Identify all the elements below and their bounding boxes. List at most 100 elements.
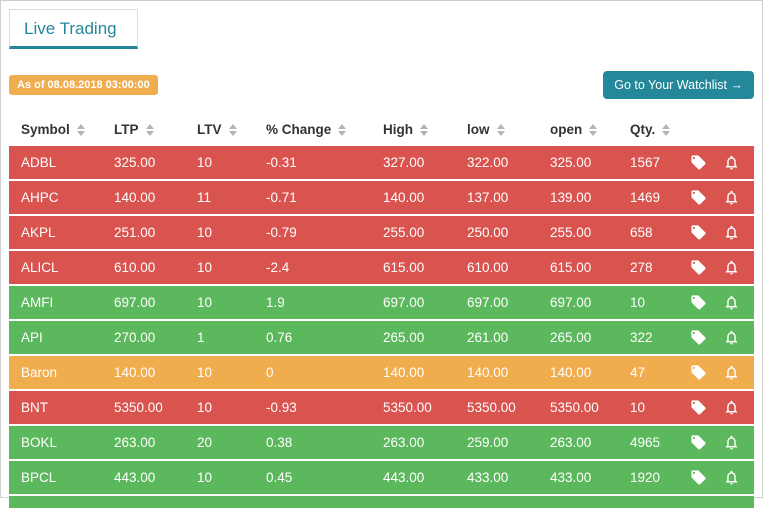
cell-qty: 1920: [630, 470, 661, 485]
bell-icon[interactable]: [723, 154, 740, 171]
bell-icon[interactable]: [723, 364, 740, 381]
cell-change: 0.45: [266, 470, 293, 485]
col-header-low[interactable]: low: [455, 113, 538, 146]
col-header-actions: [689, 121, 754, 139]
table-row: ALICL 610.00 10 -2.4 615.00 610.00 615.0…: [9, 251, 754, 284]
cell-open: 263.00: [550, 435, 592, 450]
table-row: Baron 140.00 10 0 140.00 140.00 140.00 4…: [9, 356, 754, 389]
col-header-label: open: [550, 122, 583, 137]
cell-change: 1.9: [266, 295, 285, 310]
sort-arrows-icon[interactable]: [420, 123, 428, 136]
cell-symbol[interactable]: API: [21, 330, 43, 345]
cell-ltp: 251.00: [114, 225, 156, 240]
cell-open: 615.00: [550, 260, 592, 275]
tag-icon[interactable]: [690, 189, 707, 206]
row-actions: [689, 294, 754, 311]
cell-ltv: 10: [197, 260, 213, 275]
cell-qty: 10: [630, 400, 646, 415]
cell-ltv: 10: [197, 155, 213, 170]
cell-high: 140.00: [383, 190, 425, 205]
table-header-row: Symbol LTP LTV % Change High low: [9, 113, 754, 146]
bell-icon[interactable]: [723, 224, 740, 241]
cell-symbol[interactable]: AHPC: [21, 190, 59, 205]
tag-icon[interactable]: [690, 259, 707, 276]
cell-low: 5350.00: [467, 400, 516, 415]
cell-change: 0.76: [266, 330, 293, 345]
tab-live-trading[interactable]: Live Trading: [9, 9, 138, 49]
col-header-qty[interactable]: Qty.: [618, 113, 689, 146]
bell-icon[interactable]: [723, 294, 740, 311]
cell-open: 140.00: [550, 365, 592, 380]
cell-change: 0.38: [266, 435, 293, 450]
cell-ltp: 443.00: [114, 470, 156, 485]
bell-icon[interactable]: [723, 434, 740, 451]
col-header-high[interactable]: High: [371, 113, 455, 146]
cell-symbol[interactable]: BNT: [21, 400, 48, 415]
tag-icon[interactable]: [690, 399, 707, 416]
col-header-ltv[interactable]: LTV: [185, 113, 254, 146]
tag-icon[interactable]: [690, 469, 707, 486]
cell-qty: 47: [630, 365, 646, 380]
cell-low: 322.00: [467, 155, 509, 170]
cell-low: 137.00: [467, 190, 509, 205]
table-row: AKPL 251.00 10 -0.79 255.00 250.00 255.0…: [9, 216, 754, 249]
cell-change: -0.31: [266, 155, 297, 170]
sort-arrows-icon[interactable]: [589, 123, 598, 136]
tag-icon[interactable]: [690, 329, 707, 346]
col-header-symbol[interactable]: Symbol: [9, 113, 102, 146]
cell-ltp: 610.00: [114, 260, 156, 275]
cell-symbol[interactable]: BPCL: [21, 470, 57, 485]
cell-low: 259.00: [467, 435, 509, 450]
sort-arrows-icon[interactable]: [76, 123, 85, 136]
tag-icon[interactable]: [690, 224, 707, 241]
cell-low: 250.00: [467, 225, 509, 240]
tag-icon[interactable]: [690, 364, 707, 381]
tag-icon[interactable]: [690, 294, 707, 311]
bell-icon[interactable]: [723, 189, 740, 206]
cell-ltp: 140.00: [114, 190, 156, 205]
cell-symbol[interactable]: ADBL: [21, 155, 57, 170]
bell-icon[interactable]: [723, 399, 740, 416]
cell-symbol[interactable]: ALICL: [21, 260, 59, 275]
col-header-ltp[interactable]: LTP: [102, 113, 185, 146]
sort-arrows-icon[interactable]: [496, 123, 505, 136]
tag-icon[interactable]: [690, 434, 707, 451]
cell-high: 615.00: [383, 260, 425, 275]
cell-open: 265.00: [550, 330, 592, 345]
cell-ltv: 20: [197, 435, 213, 450]
sort-arrows-icon[interactable]: [338, 123, 347, 136]
cell-change: -2.4: [266, 260, 290, 275]
row-actions: [689, 399, 754, 416]
col-header-label: High: [383, 122, 413, 137]
sort-arrows-icon[interactable]: [662, 123, 671, 136]
cell-symbol[interactable]: AKPL: [21, 225, 56, 240]
table-row: AHPC 140.00 11 -0.71 140.00 137.00 139.0…: [9, 181, 754, 214]
sort-arrows-icon[interactable]: [145, 123, 154, 136]
cell-ltp: 263.00: [114, 435, 156, 450]
cell-open: 433.00: [550, 470, 592, 485]
cell-qty: 10: [630, 295, 646, 310]
table-row: API 270.00 1 0.76 265.00 261.00 265.00 3…: [9, 321, 754, 354]
go-to-watchlist-button[interactable]: Go to Your Watchlist →: [603, 71, 754, 99]
cell-open: 5350.00: [550, 400, 599, 415]
table-row: AMFI 697.00 10 1.9 697.00 697.00 697.00 …: [9, 286, 754, 319]
bell-icon[interactable]: [723, 469, 740, 486]
bell-icon[interactable]: [723, 259, 740, 276]
col-header-change[interactable]: % Change: [254, 113, 371, 146]
table-row: BPCL 443.00 10 0.45 443.00 433.00 433.00…: [9, 461, 754, 494]
col-header-open[interactable]: open: [538, 113, 618, 146]
page-title: Live Trading: [24, 19, 117, 38]
table-row: ADBL 325.00 10 -0.31 327.00 322.00 325.0…: [9, 146, 754, 179]
cell-qty: 1567: [630, 155, 661, 170]
cell-symbol[interactable]: BOKL: [21, 435, 58, 450]
tag-icon[interactable]: [690, 154, 707, 171]
cell-change: -0.93: [266, 400, 297, 415]
bell-icon[interactable]: [723, 329, 740, 346]
row-actions: [689, 224, 754, 241]
cell-qty: 1469: [630, 190, 661, 205]
cell-high: 140.00: [383, 365, 425, 380]
sort-arrows-icon[interactable]: [228, 123, 237, 136]
cell-symbol[interactable]: AMFI: [21, 295, 54, 310]
cell-symbol[interactable]: Baron: [21, 365, 58, 380]
